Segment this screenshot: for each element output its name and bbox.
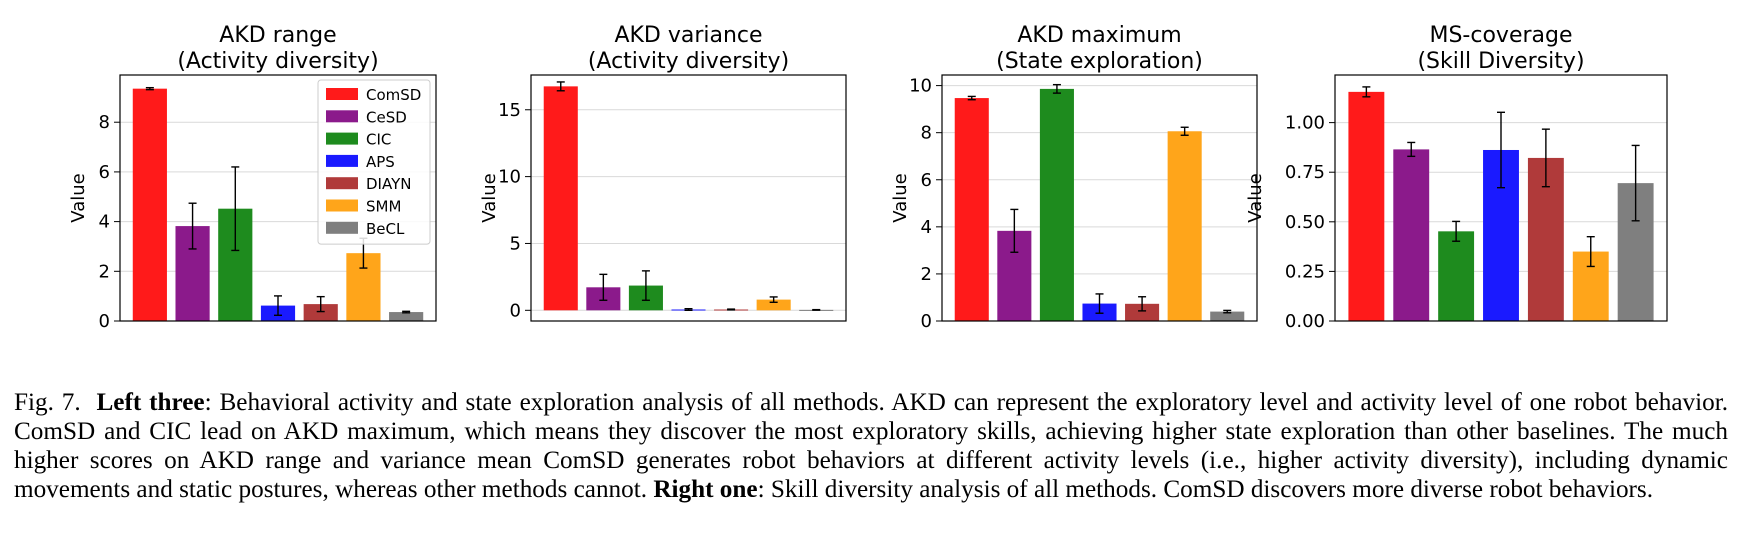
y-tick-label: 0 — [99, 311, 110, 332]
y-tick-label: 4 — [99, 212, 110, 233]
y-tick-label: 6 — [99, 162, 110, 183]
bar-comsd — [954, 98, 989, 321]
legend-swatch-cesd — [326, 110, 358, 123]
y-axis-label: Value — [1245, 173, 1266, 222]
y-tick-label: 0 — [510, 300, 521, 321]
y-tick-label: 10 — [909, 76, 932, 97]
y-tick-label: 0.00 — [1285, 311, 1325, 332]
chart-1: 0 2 4 6 8 AKD range(Activity diversity) Value C… — [68, 23, 437, 332]
bar-becl — [1210, 311, 1245, 321]
legend-label-smm: SMM — [366, 198, 401, 216]
legend-swatch-cic — [326, 132, 358, 145]
y-axis-label: Value — [68, 173, 89, 222]
bar-smm — [1167, 131, 1202, 321]
chart-title-line: (Activity diversity) — [177, 49, 378, 74]
y-tick-label: 8 — [99, 112, 110, 133]
chart-title-line: (Skill Diversity) — [1417, 49, 1584, 74]
legend-label-cesd: CeSD — [366, 108, 407, 126]
plot-frame — [941, 74, 1258, 322]
bar-cic — [1039, 88, 1074, 321]
y-tick-label: 0 — [921, 311, 932, 332]
y-tick-label: 5 — [510, 233, 521, 254]
y-tick-label: 10 — [498, 167, 521, 188]
y-tick-label: 1.00 — [1285, 113, 1325, 134]
chart-title-line: AKD range — [219, 23, 336, 48]
chart-4: 0.00 0.25 0.50 0.75 1.00 MS-coverage(Skill Di… — [1245, 23, 1668, 332]
caption-right-heading: Right one — [653, 476, 758, 503]
y-tick-label: 2 — [921, 264, 932, 285]
legend-swatch-aps — [326, 154, 358, 167]
bar-comsd — [543, 86, 578, 311]
bar-cesd — [1393, 149, 1430, 321]
chart-title-line: AKD variance — [614, 23, 762, 48]
y-tick-label: 15 — [498, 100, 521, 121]
y-axis-label: Value — [479, 173, 500, 222]
bar-comsd — [1348, 91, 1385, 321]
plot-frame — [1334, 74, 1668, 322]
legend-swatch-smm — [326, 199, 358, 212]
plot-frame — [530, 74, 847, 322]
y-tick-label: 0.25 — [1285, 261, 1325, 282]
legend-label-comsd: ComSD — [366, 86, 421, 104]
y-tick-label: 2 — [99, 261, 110, 282]
y-tick-label: 6 — [921, 170, 932, 191]
y-tick-label: 4 — [921, 217, 932, 238]
legend-swatch-diayn — [326, 177, 358, 190]
y-tick-label: 0.75 — [1285, 162, 1325, 183]
y-tick-label: 8 — [921, 123, 932, 144]
y-tick-label: 0.50 — [1285, 212, 1325, 233]
legend: ComSD CeSD CIC APS DIAYN SMM BeCL — [317, 79, 431, 245]
chart-title-line: MS-coverage — [1429, 23, 1572, 48]
chart-title-line: AKD maximum — [1017, 23, 1181, 48]
legend-label-becl: BeCL — [366, 220, 405, 238]
legend-swatch-becl — [326, 221, 358, 234]
bar-smm — [756, 299, 791, 311]
figure-caption: Fig. 7. Left three: Behavioral activity … — [14, 388, 1728, 504]
caption-left-heading: Left three — [96, 389, 205, 416]
bar-diayn — [303, 304, 338, 321]
legend-label-cic: CIC — [366, 131, 391, 149]
plot-frame — [119, 74, 437, 322]
bar-diayn — [1125, 303, 1160, 321]
caption-left-text: : Behavioral activity and state explorat… — [14, 389, 1729, 503]
legend-swatch-comsd — [326, 88, 358, 100]
bar-cic — [1438, 231, 1475, 321]
bar-comsd — [132, 88, 167, 322]
bar-becl — [389, 312, 424, 321]
legend-label-diayn: DIAYN — [366, 175, 411, 193]
y-axis-label: Value — [890, 173, 911, 222]
caption-right-text: : Skill diversity analysis of all method… — [757, 476, 1654, 503]
chart-title-line: (Activity diversity) — [588, 49, 789, 74]
caption-label: Fig. 7. — [14, 389, 81, 416]
chart-3: 0 2 4 6 8 10 AKD maximum(State exploration) Val… — [890, 23, 1258, 332]
chart-title-line: (State exploration) — [996, 49, 1203, 74]
chart-2: 0 5 10 15 AKD variance(Activity diversity) Va… — [479, 23, 847, 322]
legend-label-aps: APS — [366, 153, 395, 171]
